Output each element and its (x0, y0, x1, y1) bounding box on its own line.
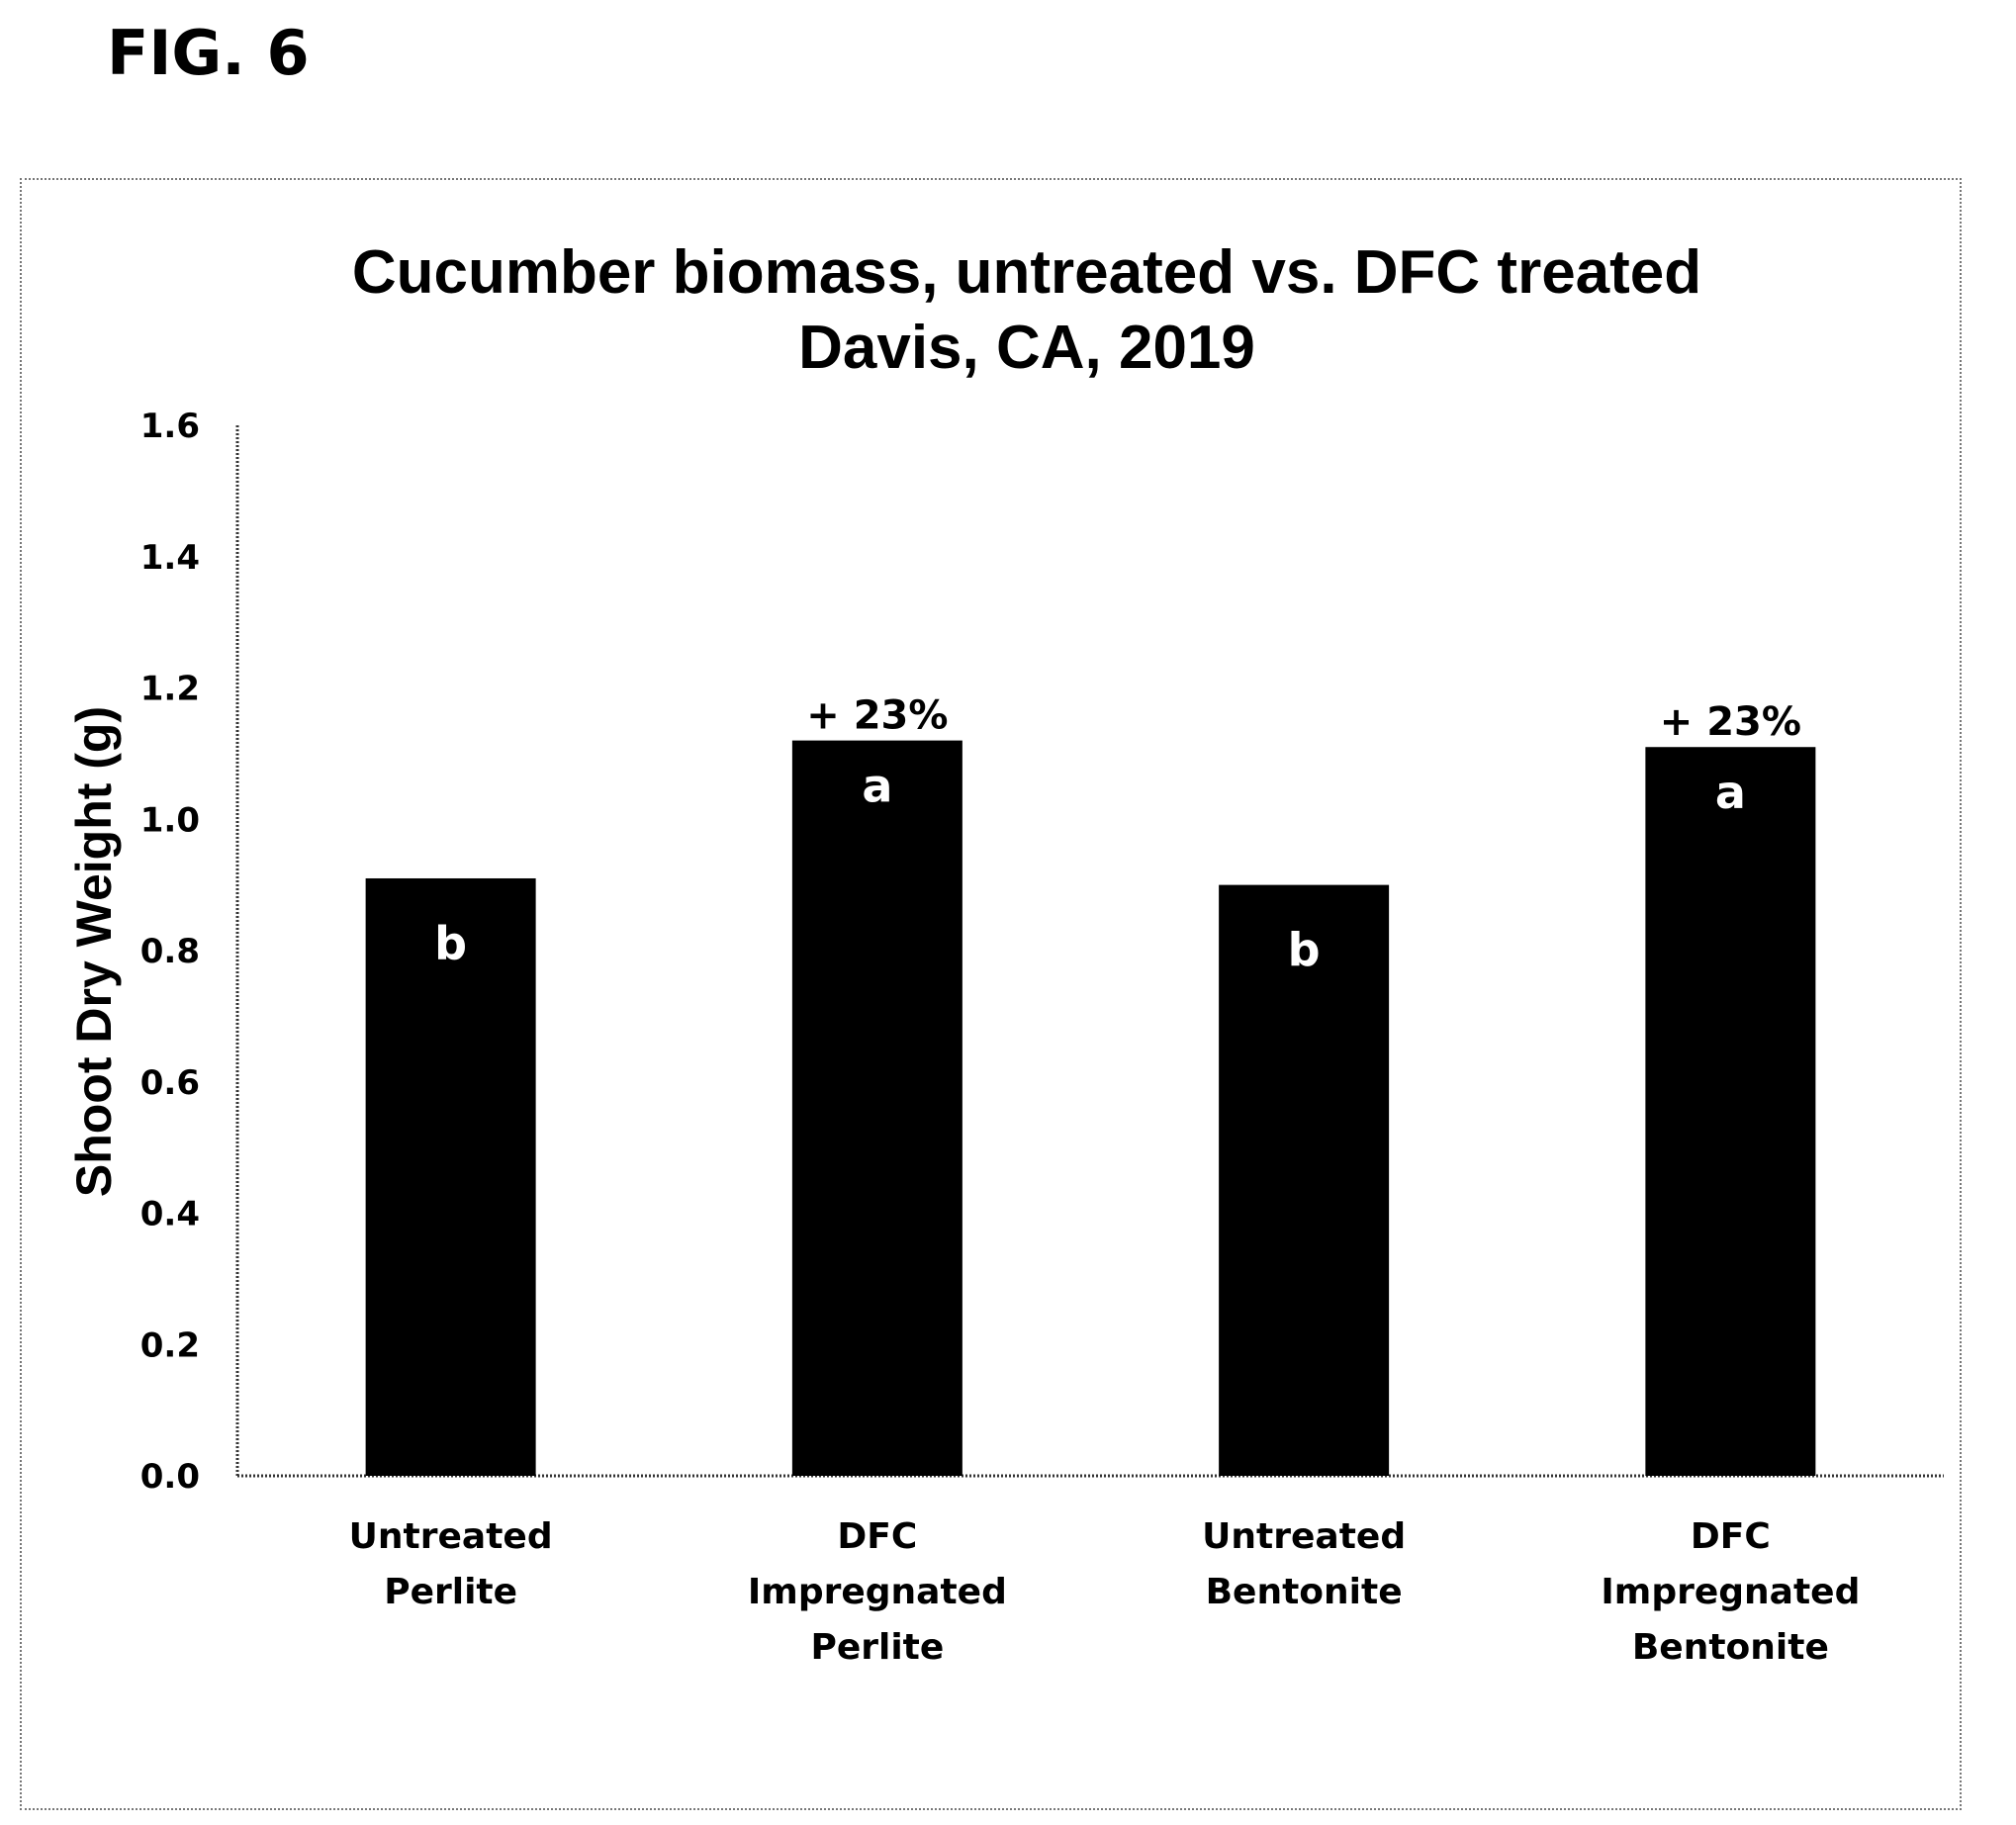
y-tick-label: 0.0 (140, 1457, 200, 1497)
y-tick-label: 0.6 (140, 1063, 200, 1103)
significance-letter: b (434, 917, 467, 970)
significance-letter: b (1288, 924, 1321, 977)
bar (1645, 747, 1816, 1476)
percent-increase-label: + 23% (1660, 699, 1801, 745)
x-category-label: DFC (837, 1516, 917, 1557)
y-axis-ticks: 0.0 0.2 0.4 0.6 0.8 1.0 1.2 1.4 1.6 (140, 407, 200, 1497)
y-tick-label: 0.2 (140, 1325, 200, 1365)
chart-title-line: Cucumber biomass, untreated vs. DFC trea… (352, 238, 1701, 307)
x-category-label: Perlite (810, 1627, 944, 1668)
y-tick-label: 1.0 (140, 800, 200, 840)
y-tick-label: 0.8 (140, 932, 200, 971)
significance-letter: a (862, 760, 892, 813)
bars (365, 740, 1816, 1476)
x-category-label: Impregnated (748, 1572, 1007, 1612)
x-category-label: Untreated (1202, 1516, 1406, 1557)
bar (1219, 884, 1390, 1476)
percent-increase-label: + 23% (806, 693, 948, 739)
x-category-label: Bentonite (1206, 1572, 1403, 1612)
y-tick-label: 1.4 (140, 538, 200, 578)
bar (365, 877, 536, 1476)
x-axis-categories: Untreated Perlite DFC Impregnated Perlite Unt… (349, 1516, 1861, 1668)
chart-title-line: Davis, CA, 2019 (798, 314, 1255, 382)
figure-label: FIG. 6 (107, 17, 310, 89)
x-category-label: Bentonite (1632, 1627, 1829, 1668)
y-axis-label: Shoot Dry Weight (g) (66, 706, 122, 1197)
bar-annotations: + 23% + 23% (806, 693, 1801, 746)
x-category-label: DFC (1691, 1516, 1771, 1557)
y-tick-label: 1.2 (140, 670, 200, 709)
bar (791, 740, 962, 1476)
x-category-label: Untreated (349, 1516, 553, 1557)
significance-letter: a (1715, 766, 1746, 819)
y-tick-label: 1.6 (140, 407, 200, 446)
chart-frame (20, 178, 1962, 1810)
y-tick-label: 0.4 (140, 1195, 200, 1234)
x-category-label: Perlite (384, 1572, 517, 1612)
significance-letters: b a b a (434, 760, 1746, 977)
x-category-label: Impregnated (1601, 1572, 1860, 1612)
y-axis-title: Shoot Dry Weight (g) (66, 706, 122, 1197)
chart-title: Cucumber biomass, untreated vs. DFC trea… (352, 238, 1701, 382)
